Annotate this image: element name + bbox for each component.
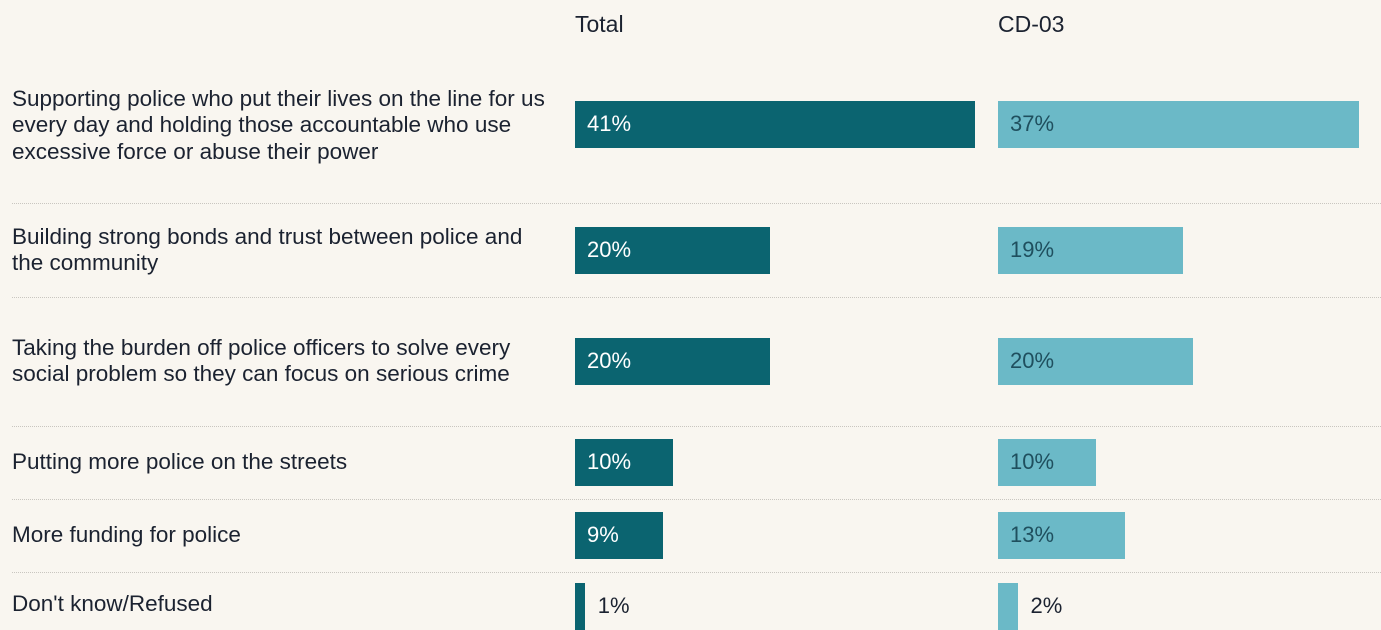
category-label: Supporting police who put their lives on… <box>12 85 545 164</box>
data-label-total: 20% <box>587 237 632 262</box>
category-label: Don't know/Refused <box>12 590 213 616</box>
data-label-cd-03: 10% <box>1010 449 1055 474</box>
category-label: More funding for police <box>12 521 241 547</box>
data-label-total: 9% <box>587 522 619 547</box>
bar-total <box>575 337 770 385</box>
data-label-total: 41% <box>587 111 632 136</box>
bar-cd-03 <box>998 511 1125 559</box>
row-divider <box>12 203 1381 204</box>
row-divider <box>12 572 1381 573</box>
data-label-cd-03: 2% <box>1030 593 1063 618</box>
row-divider <box>12 499 1381 500</box>
bar-total <box>575 582 585 630</box>
data-label-cd-03: 37% <box>1010 111 1055 136</box>
bar-cd-03 <box>998 226 1184 274</box>
column-header-total: Total <box>575 11 624 37</box>
row-divider <box>12 426 1381 427</box>
category-label: Taking the burden off police officers to… <box>12 334 511 387</box>
bar-cd-03 <box>998 582 1018 630</box>
data-label-cd-03: 13% <box>1010 522 1055 547</box>
row-divider <box>12 297 1381 298</box>
bar-cd-03 <box>998 100 1359 148</box>
bar-total <box>575 438 673 486</box>
data-label-total: 10% <box>587 449 632 474</box>
category-label: Putting more police on the streets <box>12 448 348 474</box>
category-label: Building strong bonds and trust between … <box>12 223 523 276</box>
bar-total <box>575 226 770 274</box>
column-header-cd-03: CD-03 <box>998 11 1065 37</box>
bar-total <box>575 511 663 559</box>
bar-total <box>575 100 975 148</box>
bar-cd-03 <box>998 438 1096 486</box>
data-label-cd-03: 19% <box>1010 237 1055 262</box>
bar-cd-03 <box>998 337 1193 385</box>
data-label-total: 20% <box>587 348 632 373</box>
data-label-total: 1% <box>597 593 630 618</box>
data-label-cd-03: 20% <box>1010 348 1055 373</box>
